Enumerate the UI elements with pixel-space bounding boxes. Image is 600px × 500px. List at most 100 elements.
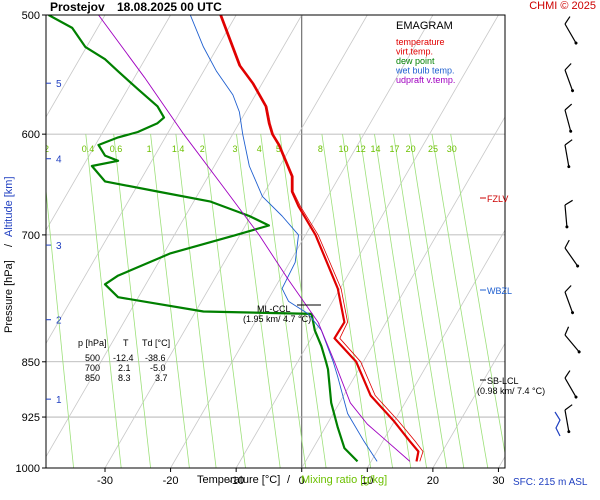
table-header-t: T bbox=[123, 338, 129, 348]
mixing-ratio-line bbox=[431, 134, 489, 468]
barb-flag bbox=[564, 404, 573, 411]
wind-barb bbox=[564, 404, 573, 434]
barb-staff bbox=[564, 23, 577, 44]
x-tick-label: 0 bbox=[299, 475, 305, 487]
mixing-ratio-line bbox=[279, 134, 327, 468]
barb-staff bbox=[564, 409, 570, 432]
wind-barb bbox=[564, 199, 573, 229]
barb-flag bbox=[564, 103, 573, 111]
mixing-ratio-label: 30 bbox=[447, 144, 457, 154]
annotations: ML-CCL (1.95 km/ 4.7 °C) FZLV WBZL SB-LC… bbox=[243, 194, 545, 396]
barb-flag bbox=[564, 199, 573, 206]
barb-flag bbox=[564, 63, 572, 71]
y-tick-label: 600 bbox=[22, 129, 40, 141]
mixing-ratio-label: 25 bbox=[428, 144, 438, 154]
chart-title: EMAGRAM bbox=[396, 20, 453, 32]
y-tick-label: 700 bbox=[22, 230, 40, 242]
skew-gridline bbox=[170, 15, 434, 468]
barb-dot bbox=[567, 430, 571, 434]
series-line-virt-temp bbox=[221, 15, 424, 462]
wind-barb bbox=[564, 139, 573, 169]
surface-wind-barb bbox=[554, 411, 561, 437]
copyright: CHMI © 2025 bbox=[529, 0, 596, 12]
table-cell: -5.0 bbox=[150, 363, 166, 373]
mixing-ratio-label: 2 bbox=[200, 144, 205, 154]
mixing-ratio-line bbox=[260, 134, 307, 468]
barb-dot bbox=[571, 311, 575, 315]
series-line-dew-point bbox=[48, 15, 359, 463]
table-cell: 850 bbox=[85, 373, 100, 383]
skew-gridline bbox=[235, 15, 499, 468]
y-tick-label: 1000 bbox=[16, 463, 40, 475]
sb-lcl-label: SB-LCL bbox=[487, 376, 519, 386]
barb-dot bbox=[569, 129, 573, 133]
series-group bbox=[48, 15, 424, 463]
table-header-p: p [hPa] bbox=[78, 338, 107, 348]
y-label-separator: / bbox=[3, 243, 15, 247]
x-label-temperature: Temperature [°C] bbox=[197, 474, 280, 486]
table-cell: 8.3 bbox=[118, 373, 131, 383]
skew-gridline bbox=[498, 455, 505, 468]
skew-gridline bbox=[46, 15, 171, 231]
mixing-ratio-label: 10 bbox=[339, 144, 349, 154]
barb-flag bbox=[564, 370, 571, 379]
barb-flag bbox=[564, 326, 570, 336]
ml-ccl-value: (1.95 km/ 4.7 °C) bbox=[243, 314, 311, 324]
mixing-ratio-label: 0.4 bbox=[82, 144, 95, 154]
series-line-wet-bulb-temp bbox=[189, 15, 378, 462]
table-cell: 500 bbox=[85, 353, 100, 363]
table-header-td: Td [°C] bbox=[142, 338, 170, 348]
mixing-ratio-line bbox=[46, 186, 74, 468]
legend-entry: virt.temp. bbox=[396, 47, 433, 57]
station-name: Prostejov bbox=[50, 0, 105, 14]
mixing-ratio-line bbox=[342, 134, 393, 468]
mixing-ratio-label: 8 bbox=[318, 144, 323, 154]
legend-entry: udpraft v.temp. bbox=[396, 75, 455, 85]
altitude-tick-label: 1 bbox=[56, 395, 62, 406]
barb-staff bbox=[564, 144, 570, 167]
y-label-altitude: Altitude [km] bbox=[3, 176, 15, 237]
wind-barb bbox=[564, 103, 573, 133]
wind-barb bbox=[564, 370, 578, 399]
x-tick-label: -10 bbox=[228, 475, 244, 487]
wind-barb bbox=[564, 16, 578, 45]
mixing-ratio-label: 0.1 bbox=[0, 144, 7, 154]
surface-elevation: SFC: 215 m ASL bbox=[513, 477, 588, 488]
x-axis-label: Temperature [°C] / Mixing ratio [g/kg] bbox=[197, 474, 387, 486]
ml-ccl-label: ML-CCL bbox=[257, 304, 291, 314]
skew-gridline bbox=[366, 229, 505, 468]
mixing-ratio-line bbox=[321, 134, 372, 468]
sounding-datetime: 18.08.2025 00 UTC bbox=[117, 0, 222, 14]
barb-dot bbox=[574, 395, 578, 399]
skew-gridline bbox=[46, 15, 303, 458]
y-tick-label: 925 bbox=[22, 412, 40, 424]
barb-dot bbox=[576, 264, 580, 268]
mixing-ratio-label: 1 bbox=[147, 144, 152, 154]
wind-barb bbox=[564, 239, 580, 268]
mixing-ratio-label: 0.2 bbox=[37, 144, 50, 154]
altitude-tick-label: 3 bbox=[56, 241, 62, 252]
legend-entry: wet bulb temp. bbox=[395, 66, 455, 76]
mixing-ratio-line bbox=[113, 134, 151, 468]
altitude-tick-label: 2 bbox=[56, 316, 62, 327]
altitude-tick-label: 4 bbox=[56, 155, 62, 166]
fzlv-label: FZLV bbox=[487, 194, 508, 204]
barb-dot bbox=[571, 89, 575, 93]
mixing-ratio-label: 12 bbox=[356, 144, 366, 154]
table-cell: 700 bbox=[85, 363, 100, 373]
mixing-ratio-line bbox=[450, 134, 505, 456]
altitude-tick-label: 5 bbox=[56, 79, 62, 90]
skew-gridline bbox=[301, 116, 505, 468]
legend-entry: dew point bbox=[396, 56, 435, 66]
x-label-separator: / bbox=[287, 474, 291, 486]
table-cell: -38.6 bbox=[145, 353, 166, 363]
wind-barb bbox=[564, 63, 575, 93]
barb-flag bbox=[564, 16, 571, 25]
barb-flag bbox=[564, 285, 572, 293]
y-label-pressure: Pressure [hPa] bbox=[3, 260, 15, 333]
wind-barbs bbox=[554, 16, 581, 437]
mixing-ratio-label: 20 bbox=[406, 144, 416, 154]
plot-frame bbox=[45, 14, 506, 469]
barb-dot bbox=[567, 165, 571, 169]
